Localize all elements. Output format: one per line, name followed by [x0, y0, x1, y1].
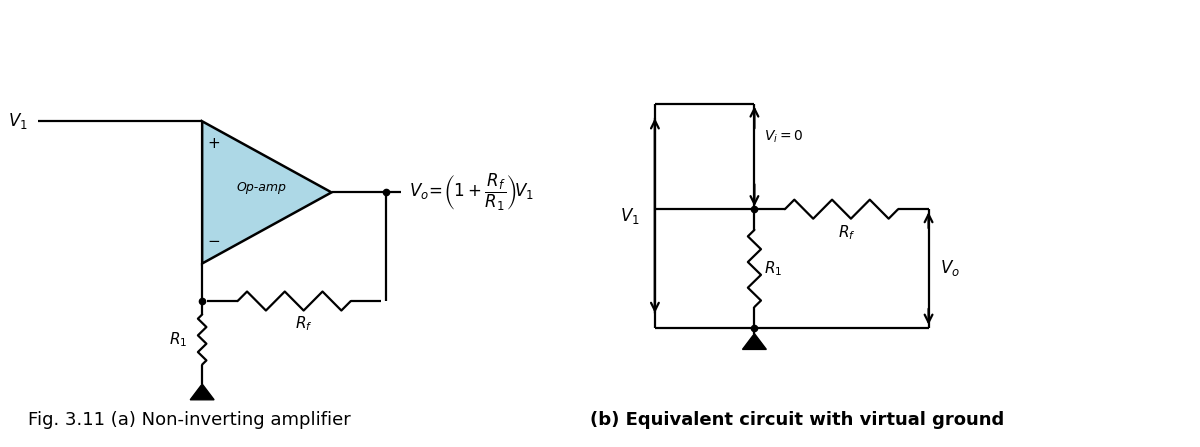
Text: Op-amp: Op-amp	[236, 181, 287, 194]
Text: (b) Equivalent circuit with virtual ground: (b) Equivalent circuit with virtual grou…	[590, 410, 1004, 429]
Text: +: +	[208, 135, 221, 151]
Text: $R_f$: $R_f$	[838, 223, 856, 242]
Text: Fig. 3.11 (a) Non-inverting amplifier: Fig. 3.11 (a) Non-inverting amplifier	[28, 410, 350, 429]
Text: $V_o$: $V_o$	[941, 258, 960, 278]
Polygon shape	[202, 121, 331, 263]
Text: $R_1$: $R_1$	[764, 259, 782, 278]
Polygon shape	[743, 333, 767, 350]
Text: $R_1$: $R_1$	[169, 330, 187, 349]
Text: $V_1$: $V_1$	[8, 111, 28, 131]
Polygon shape	[191, 384, 214, 400]
Text: −: −	[208, 234, 221, 249]
Text: $V_1$: $V_1$	[620, 206, 640, 226]
Text: $V_o\!=\!\left(1+\dfrac{R_f}{R_1}\right)\!V_1$: $V_o\!=\!\left(1+\dfrac{R_f}{R_1}\right)…	[409, 172, 534, 213]
Text: $R_f$: $R_f$	[295, 314, 313, 333]
Text: $V_i = 0$: $V_i = 0$	[764, 128, 804, 145]
